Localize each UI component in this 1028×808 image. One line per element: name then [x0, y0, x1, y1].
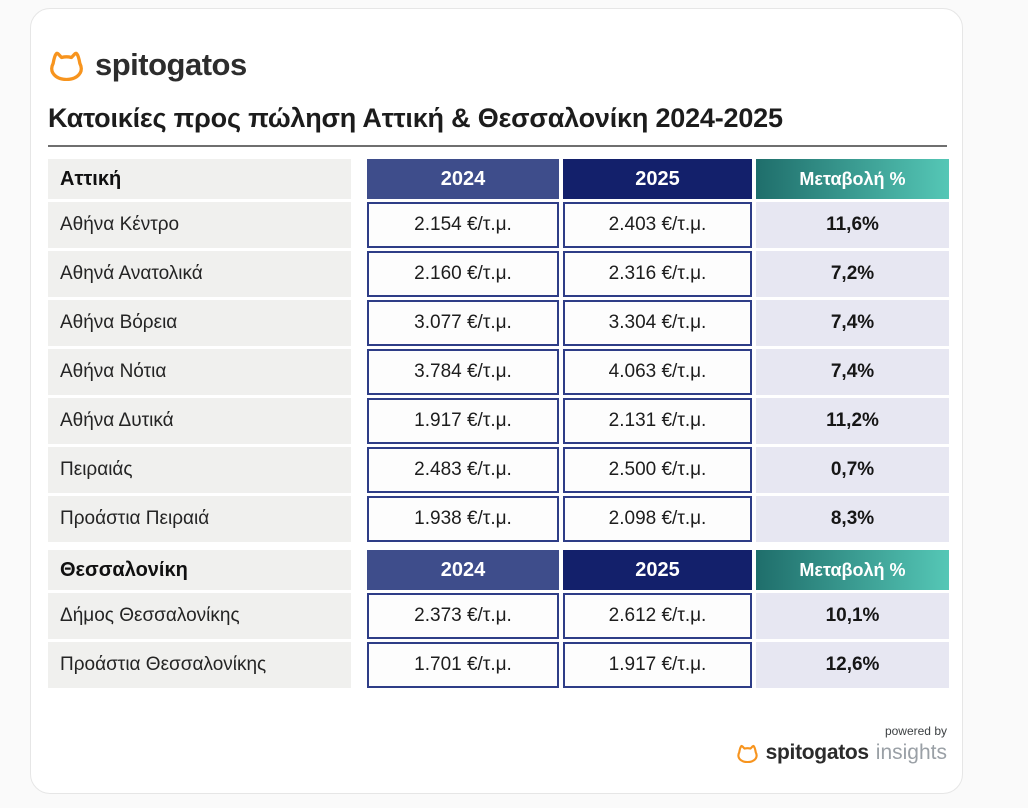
- area-label: Αθήνα Βόρεια: [48, 300, 351, 346]
- footer-product: insights: [875, 741, 947, 764]
- spitogatos-logo: spitogatos: [48, 47, 947, 83]
- price-2024-cell: 3.784 €/τ.μ.: [367, 349, 559, 395]
- price-2024-cell: 2.154 €/τ.μ.: [367, 202, 559, 248]
- price-2025-cell: 2.500 €/τ.μ.: [563, 447, 752, 493]
- price-2024-cell: 3.077 €/τ.μ.: [367, 300, 559, 346]
- delta-cell: 7,4%: [756, 349, 949, 395]
- price-2024-cell: 1.701 €/τ.μ.: [367, 642, 559, 688]
- section-header-row: Θεσσαλονίκη 2024 2025 Μεταβολή %: [48, 550, 949, 590]
- price-2025-cell: 2.316 €/τ.μ.: [563, 251, 752, 297]
- area-label: Αθήνα Κέντρο: [48, 202, 351, 248]
- column-header-2024: 2024: [367, 159, 559, 199]
- area-label: Δήμος Θεσσαλονίκης: [48, 593, 351, 639]
- footer: powered by spitogatos insights: [48, 724, 947, 793]
- section-header-row: Αττική 2024 2025 Μεταβολή %: [48, 159, 949, 199]
- price-2024-cell: 1.938 €/τ.μ.: [367, 496, 559, 542]
- table-row: Προάστια Πειραιά 1.938 €/τ.μ. 2.098 €/τ.…: [48, 496, 949, 542]
- area-label: Προάστια Θεσσαλονίκης: [48, 642, 351, 688]
- delta-cell: 7,2%: [756, 251, 949, 297]
- powered-by-label: powered by: [884, 724, 947, 738]
- delta-cell: 11,2%: [756, 398, 949, 444]
- price-2024-cell: 1.917 €/τ.μ.: [367, 398, 559, 444]
- column-header-2025: 2025: [563, 550, 752, 590]
- delta-cell: 10,1%: [756, 593, 949, 639]
- area-label: Αθηνά Ανατολικά: [48, 251, 351, 297]
- region-header: Αττική: [48, 159, 351, 199]
- page-title: Κατοικίες προς πώληση Αττική & Θεσσαλονί…: [48, 103, 783, 133]
- price-2025-cell: 3.304 €/τ.μ.: [563, 300, 752, 346]
- table-row: Πειραιάς 2.483 €/τ.μ. 2.500 €/τ.μ. 0,7%: [48, 447, 949, 493]
- price-2025-cell: 2.098 €/τ.μ.: [563, 496, 752, 542]
- price-2025-cell: 2.131 €/τ.μ.: [563, 398, 752, 444]
- delta-cell: 0,7%: [756, 447, 949, 493]
- price-2025-cell: 4.063 €/τ.μ.: [563, 349, 752, 395]
- region-header: Θεσσαλονίκη: [48, 550, 351, 590]
- cat-outline-icon: [736, 744, 758, 763]
- column-header-2025: 2025: [563, 159, 752, 199]
- column-header-delta: Μεταβολή %: [756, 550, 949, 590]
- table-row: Αθήνα Βόρεια 3.077 €/τ.μ. 3.304 €/τ.μ. 7…: [48, 300, 949, 346]
- table-row: Αθηνά Ανατολικά 2.160 €/τ.μ. 2.316 €/τ.μ…: [48, 251, 949, 297]
- title-divider: [48, 145, 947, 147]
- price-table: Αττική 2024 2025 Μεταβολή % Αθήνα Κέντρο…: [48, 159, 949, 691]
- delta-cell: 8,3%: [756, 496, 949, 542]
- price-2025-cell: 2.403 €/τ.μ.: [563, 202, 752, 248]
- table-row: Δήμος Θεσσαλονίκης 2.373 €/τ.μ. 2.612 €/…: [48, 593, 949, 639]
- infographic-card: spitogatos Κατοικίες προς πώληση Αττική …: [30, 8, 963, 794]
- logo-wordmark: spitogatos: [95, 47, 247, 82]
- table-row: Προάστια Θεσσαλονίκης 1.701 €/τ.μ. 1.917…: [48, 642, 949, 688]
- area-label: Αθήνα Δυτικά: [48, 398, 351, 444]
- table-row: Αθήνα Νότια 3.784 €/τ.μ. 4.063 €/τ.μ. 7,…: [48, 349, 949, 395]
- area-label: Αθήνα Νότια: [48, 349, 351, 395]
- column-header-delta: Μεταβολή %: [756, 159, 949, 199]
- price-2025-cell: 2.612 €/τ.μ.: [563, 593, 752, 639]
- delta-cell: 7,4%: [756, 300, 949, 346]
- delta-cell: 11,6%: [756, 202, 949, 248]
- column-header-2024: 2024: [367, 550, 559, 590]
- price-2024-cell: 2.483 €/τ.μ.: [367, 447, 559, 493]
- insights-logo: spitogatos insights: [736, 741, 947, 765]
- price-2025-cell: 1.917 €/τ.μ.: [563, 642, 752, 688]
- table-row: Αθήνα Κέντρο 2.154 €/τ.μ. 2.403 €/τ.μ. 1…: [48, 202, 949, 248]
- delta-cell: 12,6%: [756, 642, 949, 688]
- cat-outline-icon: [50, 51, 83, 81]
- table-section-thessaloniki: Θεσσαλονίκη 2024 2025 Μεταβολή % Δήμος Θ…: [48, 550, 949, 688]
- price-2024-cell: 2.373 €/τ.μ.: [367, 593, 559, 639]
- area-label: Πειραιάς: [48, 447, 351, 493]
- table-section-attica: Αττική 2024 2025 Μεταβολή % Αθήνα Κέντρο…: [48, 159, 949, 542]
- footer-brand: spitogatos: [765, 741, 869, 764]
- area-label: Προάστια Πειραιά: [48, 496, 351, 542]
- price-2024-cell: 2.160 €/τ.μ.: [367, 251, 559, 297]
- table-row: Αθήνα Δυτικά 1.917 €/τ.μ. 2.131 €/τ.μ. 1…: [48, 398, 949, 444]
